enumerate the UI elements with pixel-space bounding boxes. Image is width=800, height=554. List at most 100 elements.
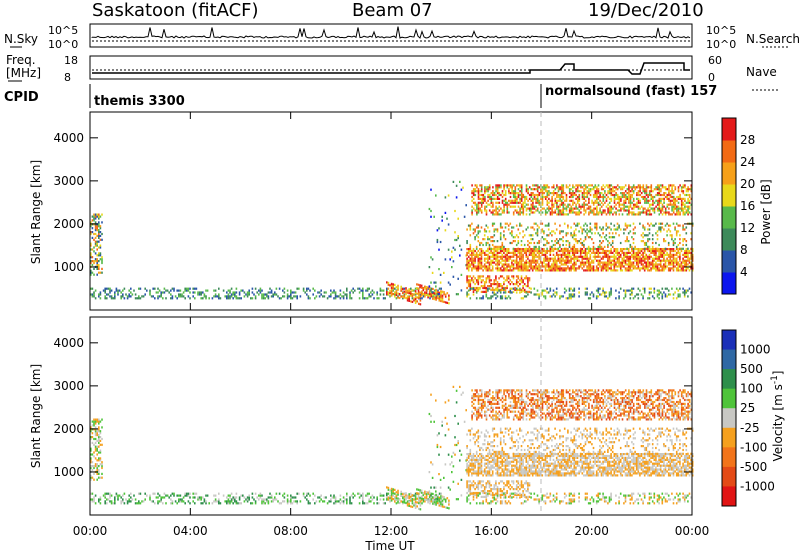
heatmap-cell <box>498 251 500 254</box>
heatmap-cell <box>398 296 401 300</box>
heatmap-cell <box>605 199 608 202</box>
heatmap-cell <box>466 279 468 282</box>
heatmap-cell <box>680 203 683 206</box>
heatmap-cell <box>522 267 524 270</box>
heatmap-cell <box>624 201 627 204</box>
heatmap-cell <box>419 284 421 287</box>
heatmap-cell <box>538 226 540 229</box>
heatmap-cell <box>141 500 143 503</box>
heatmap-cell <box>349 496 351 499</box>
heatmap-cell <box>471 209 473 212</box>
heatmap-cell <box>669 261 672 264</box>
heatmap-cell <box>479 201 481 204</box>
heatmap-cell <box>607 226 609 229</box>
heatmap-cell <box>535 263 537 266</box>
heatmap-cell <box>98 295 100 298</box>
heatmap-cell <box>544 224 547 227</box>
heatmap-cell <box>581 243 584 247</box>
heatmap-cell <box>101 232 103 236</box>
heatmap-cell <box>218 287 220 290</box>
heatmap-cell <box>608 184 611 187</box>
heatmap-cell <box>629 197 632 200</box>
heatmap-cell <box>679 193 681 197</box>
heatmap-cell <box>516 192 518 195</box>
heatmap-cell <box>632 211 635 214</box>
heatmap-cell <box>586 186 589 189</box>
heatmap-cell <box>107 492 110 495</box>
heatmap-cell <box>575 228 577 231</box>
heatmap-cell <box>563 247 566 250</box>
heatmap-cell <box>653 263 656 266</box>
heatmap-cell <box>573 234 576 237</box>
heatmap-cell <box>554 295 556 298</box>
heatmap-cell <box>99 244 102 247</box>
heatmap-cell <box>687 289 689 292</box>
heatmap-cell <box>659 291 662 294</box>
heatmap-cell <box>490 199 493 202</box>
heatmap-cell <box>570 192 573 195</box>
heatmap-cell <box>509 201 512 204</box>
heatmap-cell <box>474 203 477 206</box>
heatmap-cell <box>672 195 675 199</box>
heatmap-cell <box>325 496 327 499</box>
heatmap-cell <box>371 293 374 296</box>
heatmap-cell <box>661 213 664 216</box>
heatmap-cell <box>674 205 677 208</box>
heatmap-cell <box>107 498 110 501</box>
heatmap-cell <box>573 255 576 258</box>
heatmap-cell <box>552 192 555 195</box>
heatmap-cell <box>522 205 525 208</box>
heatmap-cell <box>586 247 588 250</box>
heatmap-cell <box>320 498 322 501</box>
heatmap-cell <box>562 192 565 195</box>
heatmap-cell <box>394 496 396 499</box>
heatmap-cell <box>411 498 414 501</box>
heatmap-cell <box>533 241 536 245</box>
heatmap-cell <box>637 287 640 290</box>
heatmap-cell <box>91 295 94 298</box>
heatmap-cell <box>627 248 630 251</box>
heatmap-cell <box>98 476 100 479</box>
heatmap-cell <box>632 287 635 290</box>
heatmap-cell <box>594 269 596 272</box>
heatmap-cell <box>660 209 662 212</box>
heatmap-cell <box>666 195 669 199</box>
heatmap-cell <box>586 291 588 294</box>
heatmap-cell <box>420 499 423 502</box>
heatmap-cell <box>576 259 579 262</box>
heatmap-cell <box>171 502 174 505</box>
heatmap-cell <box>634 232 636 235</box>
heatmap-cell <box>658 253 660 256</box>
heatmap-cell <box>528 213 531 216</box>
heatmap-cell <box>666 295 668 298</box>
heatmap-cell <box>490 283 492 286</box>
heatmap-cell <box>91 465 94 468</box>
heatmap-cell <box>527 285 529 288</box>
heatmap-cell <box>647 199 649 202</box>
heatmap-cell <box>675 230 678 233</box>
heatmap-cell <box>467 263 470 266</box>
heatmap-cell <box>480 241 483 245</box>
heatmap-cell <box>439 273 442 276</box>
heatmap-cell <box>493 193 496 197</box>
heatmap-cell <box>565 209 568 212</box>
heatmap-cell <box>661 267 664 270</box>
freq-strip: Freq. [MHz] 18 8 60 0 Nave <box>6 53 778 91</box>
heatmap-cell <box>581 255 584 258</box>
heatmap-cell <box>243 295 246 298</box>
heatmap-cell <box>480 205 483 208</box>
heatmap-cell <box>253 498 255 501</box>
heatmap-cell <box>533 261 536 264</box>
heatmap-cell <box>551 192 553 195</box>
heatmap-cell <box>647 261 649 264</box>
heatmap-cell <box>525 295 528 298</box>
heatmap-cell <box>436 229 439 232</box>
heatmap-cell <box>677 293 680 296</box>
heatmap-cell <box>544 255 547 258</box>
heatmap-cell <box>525 265 528 268</box>
heatmap-cell <box>362 492 364 495</box>
heatmap-cell <box>123 287 126 290</box>
heatmap-cell <box>405 496 407 499</box>
heatmap-cell <box>643 265 646 268</box>
heatmap-cell <box>629 289 632 292</box>
